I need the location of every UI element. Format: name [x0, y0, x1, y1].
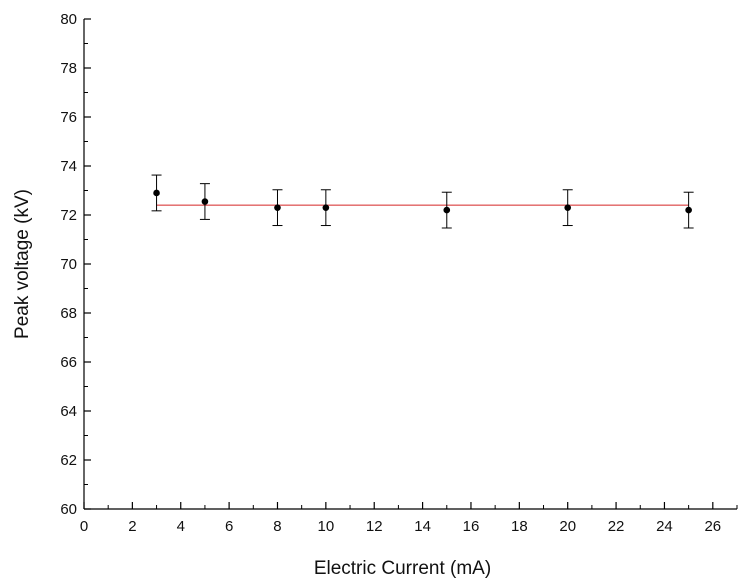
x-tick-label: 18: [511, 518, 528, 535]
x-tick-label: 2: [128, 518, 136, 535]
x-tick-label: 14: [414, 518, 431, 535]
x-tick-label: 6: [225, 518, 233, 535]
data-point: [322, 204, 330, 211]
y-tick-label: 60: [60, 501, 77, 518]
data-point-group: [199, 183, 210, 220]
x-tick-label: 4: [177, 518, 185, 535]
x-tick-label: 16: [463, 518, 480, 535]
y-tick-label: 68: [60, 305, 77, 322]
data-point-group: [562, 189, 573, 227]
data-point-group: [272, 189, 283, 227]
y-tick-label: 70: [60, 256, 77, 273]
x-tick-label: 26: [704, 518, 721, 535]
y-tick-label: 62: [60, 452, 77, 469]
data-point: [201, 198, 209, 205]
data-point-group: [441, 191, 452, 229]
data-point-group: [151, 174, 162, 212]
data-point: [153, 189, 160, 197]
y-tick-label: 80: [60, 11, 77, 28]
y-tick-label: 74: [60, 158, 77, 175]
x-tick-label: 24: [656, 518, 673, 535]
y-tick-label: 78: [60, 60, 77, 77]
data-point: [564, 204, 572, 211]
x-axis-title: Electric Current (mA): [314, 558, 491, 579]
data-points-layer: [151, 174, 694, 229]
y-tick-label: 76: [60, 109, 77, 126]
y-tick-label: 66: [60, 354, 77, 371]
data-point-group: [683, 191, 694, 229]
data-point: [274, 204, 281, 211]
y-tick-label: 72: [60, 207, 77, 224]
data-point-group: [320, 189, 331, 227]
x-tick-label: 10: [318, 518, 335, 535]
data-point: [685, 206, 692, 214]
x-tick-label: 22: [608, 518, 625, 535]
y-tick-label: 64: [60, 403, 77, 420]
y-axis-title: Peak voltage (kV): [12, 189, 33, 339]
data-point: [443, 206, 451, 214]
x-tick-label: 8: [273, 518, 281, 535]
x-tick-label: 20: [559, 518, 576, 535]
x-tick-label: 0: [80, 518, 88, 535]
x-tick-label: 12: [366, 518, 383, 535]
